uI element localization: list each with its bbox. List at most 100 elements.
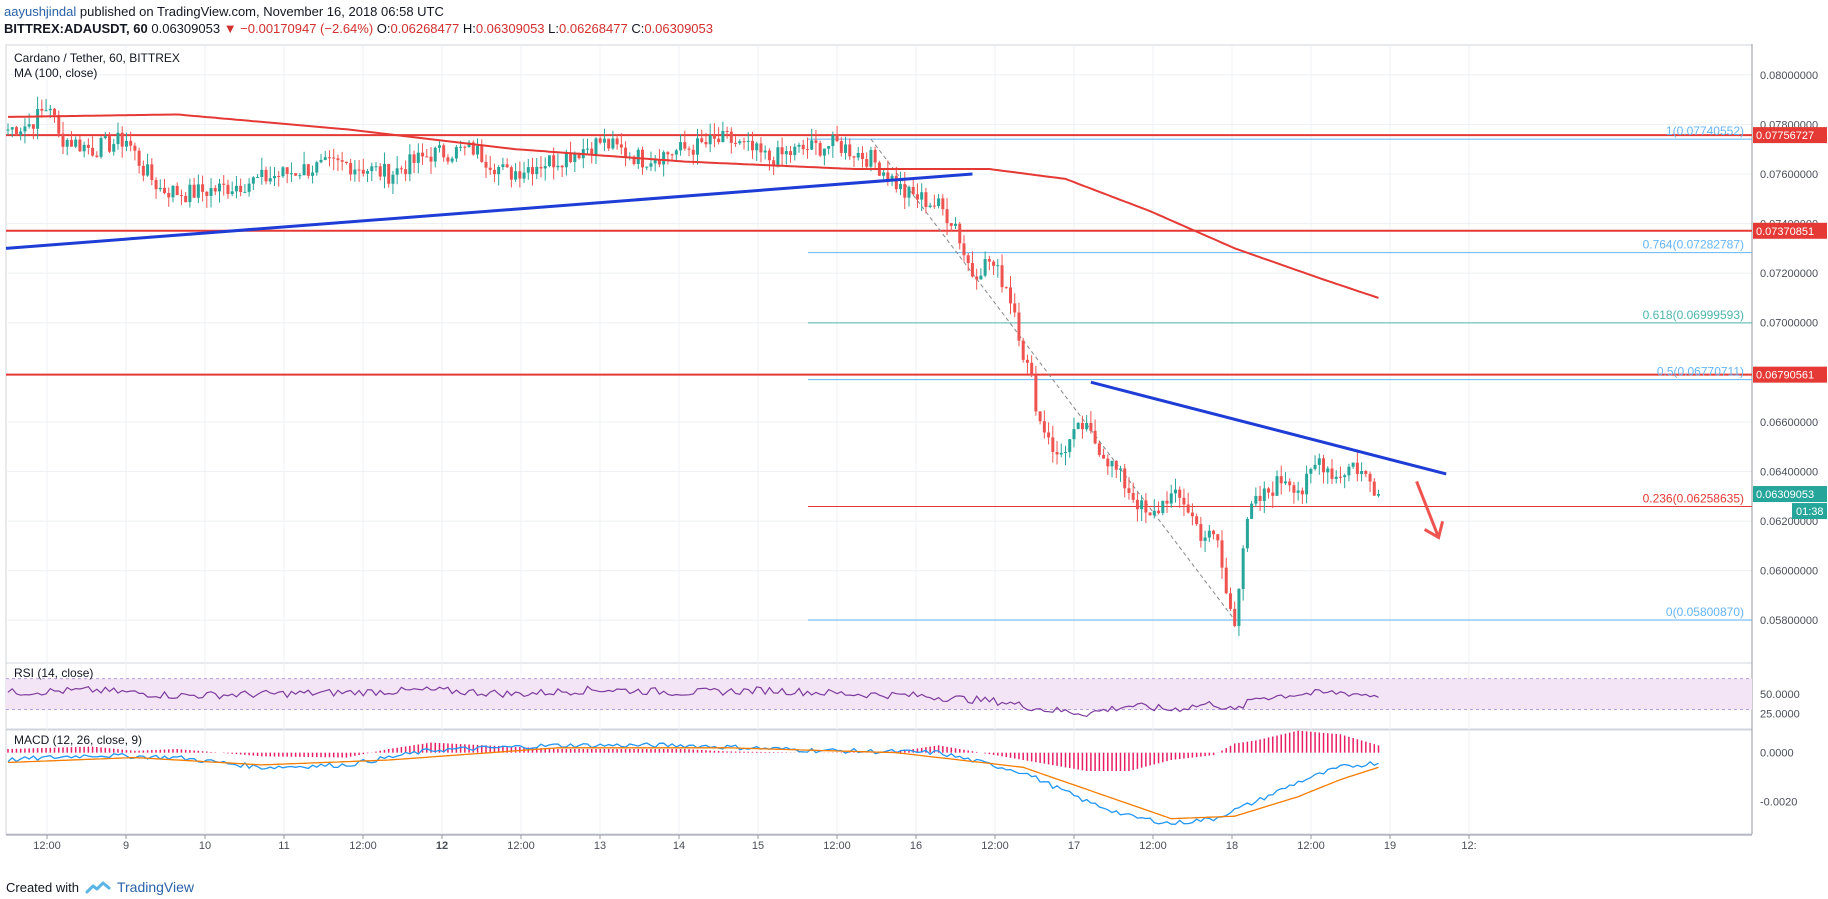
macd-line [7,742,1379,825]
candle-body [679,142,683,151]
candle-body [1313,464,1317,469]
candle-body [784,151,788,155]
fib-anchor-line [870,138,1236,621]
candle-body [1148,512,1152,516]
candle-body [522,172,526,179]
candle-body [750,140,754,151]
candle-body [463,146,467,148]
chart-title: Cardano / Tether, 60, BITTREX [14,51,180,65]
candle-body [915,194,919,200]
candle-body [446,157,450,162]
candle-body [129,140,133,146]
candle-body [370,166,374,172]
candle-body [556,165,560,168]
candle-body [1051,437,1055,453]
candle-body [268,178,272,182]
price-label-box [1753,366,1827,383]
y-tick-label: 0.08000000 [1760,70,1818,82]
candle-body [810,140,814,150]
candle-body [378,166,382,177]
trading-chart[interactable]: 12:00 9 10 11 12:00 12 12:00 13 14 15 12:00 16 12:00… [0,44,1828,874]
candle-body [662,152,666,165]
candle-body [975,276,979,280]
candle-body [882,172,886,176]
candle-body [425,156,429,158]
candle-body [281,167,285,177]
candle-body [1127,488,1131,494]
candle-body [725,130,729,132]
fib-level-label: 0.618(0.06999593) [1643,308,1744,322]
candle-body [150,164,154,181]
candle-body [1021,340,1025,360]
candle-body [1292,485,1296,493]
candle-body [53,108,57,116]
candle-body [57,115,61,134]
candle-body [932,205,936,207]
candle-body [996,265,1000,267]
candle-body [6,129,10,131]
candle-body [82,144,86,152]
candle-body [1047,432,1051,438]
candle-body [1097,443,1101,455]
candle-body [361,169,365,174]
candle-body [222,183,226,185]
candle-body [1182,497,1186,505]
candle-body [1245,518,1249,549]
candle-body [1241,548,1245,589]
candle-body [395,168,399,175]
candle-body [759,143,763,153]
candle-body [670,154,674,156]
candle-body [687,148,691,150]
candle-body [1309,468,1313,474]
y-tick-label: 0.05800000 [1760,615,1818,627]
tradingview-link[interactable]: TradingView [116,879,195,895]
candle-body [1377,494,1381,496]
candle-body [1317,458,1321,465]
candle-body [442,145,446,158]
candle-body [353,169,357,175]
candle-body [454,147,458,159]
candle-body [332,157,336,159]
candle-body [509,167,513,180]
candle-body [158,187,162,190]
candle-body [188,184,192,203]
candle-body [146,164,150,176]
candle-body [1258,495,1262,501]
candle-body [112,144,116,152]
candle-body [1300,490,1304,495]
candle-body [78,139,82,152]
candle-body [577,154,581,159]
candle-body [260,169,264,178]
candle-body [831,135,835,147]
candle-body [416,152,420,163]
candle-body [1068,439,1072,453]
candle-body [19,131,23,135]
candle-body [1199,524,1203,541]
candle-body [649,163,653,167]
candle-body [1360,471,1364,475]
last-price-box [1753,486,1827,503]
candle-body [167,193,171,198]
candle-body [65,139,69,147]
candle-body [1288,481,1292,486]
close-value: 0.06309053 [644,21,713,36]
candle-body [907,186,911,198]
candle-body [1355,462,1359,475]
candle-body [1203,537,1207,541]
candle-body [201,184,205,192]
low-label: L: [548,21,559,36]
x-tick-label: 12:00 [1297,840,1325,852]
fib-level-label: 1(0.07740552) [1666,124,1744,138]
horizontal-level-label: 0.07370851 [1756,226,1814,238]
candle-body [941,198,945,210]
candle-body [14,127,18,135]
candle-body [336,158,340,161]
author-link[interactable]: aayushjindal [4,4,77,19]
candle-body [175,185,179,196]
candle-body [657,160,661,165]
low-value: 0.06268477 [559,21,628,36]
candle-body [171,185,175,198]
candle-body [839,141,843,153]
candle-body [315,162,319,173]
candle-body [564,153,568,168]
